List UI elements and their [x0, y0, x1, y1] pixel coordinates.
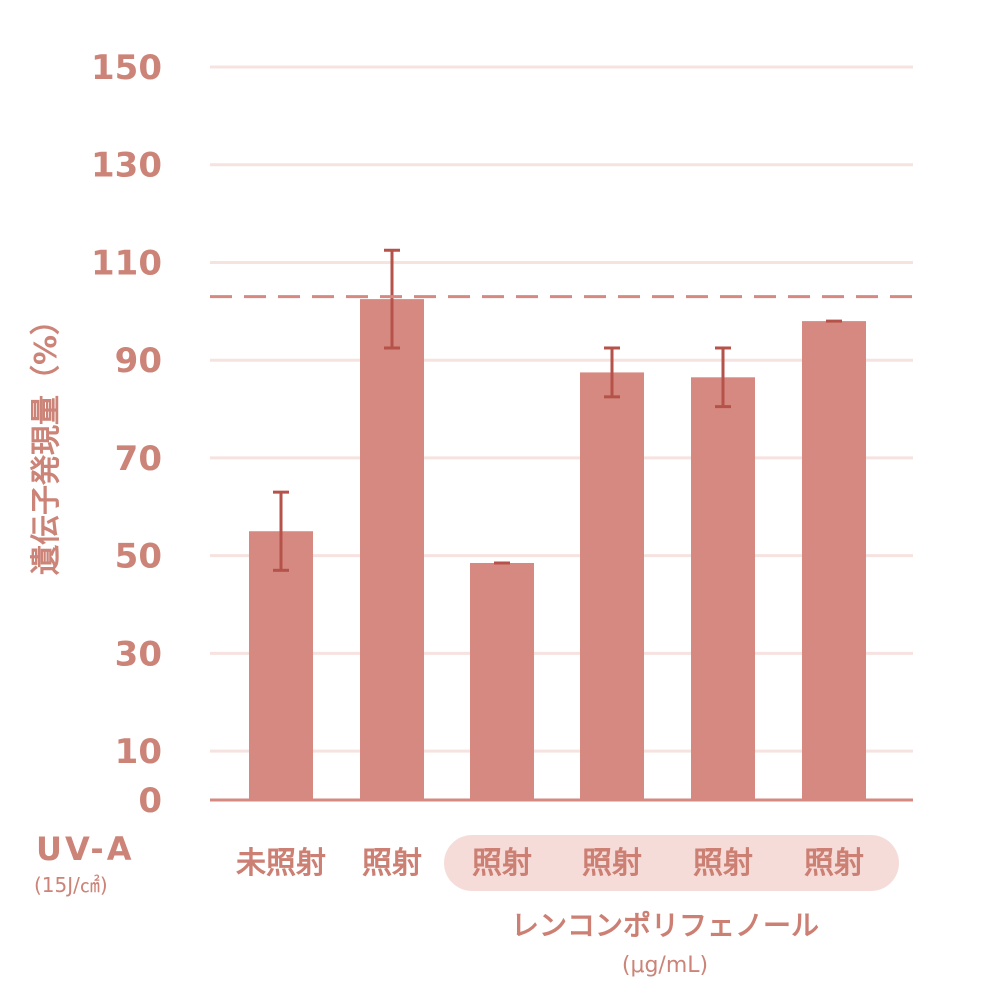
- y-axis-ticks: 0 10 30 50 70 90 110 130 150: [91, 48, 162, 821]
- category-labels: 未照射 照射 照射 照射 照射 照射: [236, 846, 864, 881]
- error-bars: [273, 248, 842, 572]
- y-tick-label: 90: [115, 341, 162, 381]
- bar: [249, 531, 313, 800]
- error-bar: [384, 248, 400, 350]
- error-bar: [273, 490, 289, 572]
- x-category-label: 照射: [804, 846, 864, 881]
- y-tick-label: 50: [115, 537, 162, 577]
- y-tick-label: 130: [91, 146, 162, 186]
- bar: [802, 321, 866, 800]
- x-category-label: 照射: [472, 846, 532, 881]
- group-label: レンコンポリフェノール: [511, 909, 819, 942]
- bar: [470, 562, 534, 800]
- row-label-uva: UV-A: [36, 830, 134, 868]
- bar: [691, 377, 755, 800]
- y-tick-label: 150: [91, 48, 162, 88]
- error-bar: [604, 346, 620, 399]
- gridlines: [210, 65, 913, 753]
- bar: [580, 372, 644, 800]
- x-category-label: 照射: [693, 846, 753, 881]
- y-tick-label: 10: [115, 732, 162, 772]
- error-bar: [715, 346, 731, 409]
- y-axis-label: 遺伝子発現量（%）: [29, 305, 64, 575]
- y-tick-label: 30: [115, 634, 162, 674]
- x-category-label: 未照射: [236, 846, 326, 881]
- bar: [360, 299, 424, 800]
- x-category-label: 照射: [362, 846, 422, 881]
- y-tick-label: 70: [115, 439, 162, 479]
- y-tick-label: 110: [91, 243, 162, 283]
- x-category-label: 照射: [582, 846, 642, 881]
- bars: [249, 299, 866, 800]
- group-highlight: [444, 835, 899, 891]
- row-sublabel-dose: (15J/㎠): [34, 873, 108, 897]
- y-tick-label: 0: [138, 781, 162, 821]
- group-sublabel: (μg/mL): [622, 953, 708, 978]
